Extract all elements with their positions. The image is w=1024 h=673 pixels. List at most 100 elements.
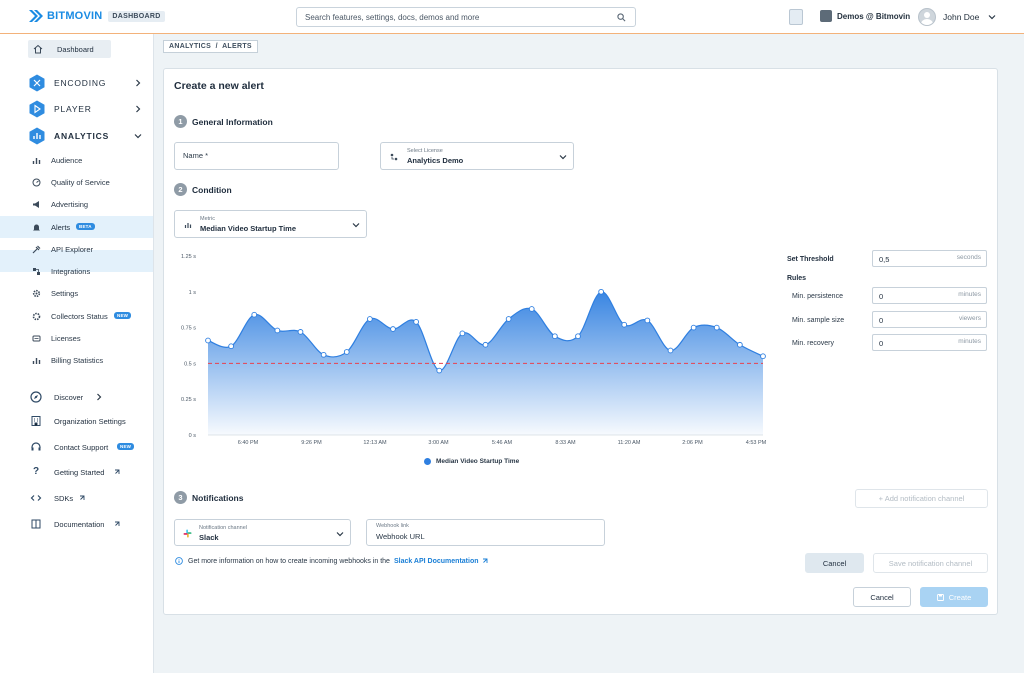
webhook-label: Webhook link (376, 523, 409, 529)
sidebar-item-dashboard[interactable] (28, 40, 111, 58)
sidebar-item-collectors-status[interactable]: Collectors Status NEW (0, 305, 153, 327)
sidebar-item-settings[interactable]: Settings (0, 282, 153, 304)
user-menu[interactable]: John Doe (918, 8, 996, 26)
threshold-field[interactable]: 0,5 seconds (872, 250, 987, 267)
sidebar-item-label: Audience (51, 155, 83, 165)
chart-legend[interactable]: Median Video Startup Time (424, 458, 519, 465)
sidebar-item-billing-statistics[interactable]: Billing Statistics (0, 349, 153, 371)
brand-name: BITMOVIN (47, 10, 103, 22)
data-point (274, 327, 281, 334)
sidebar-item-analytics[interactable]: ANALYTICS (0, 125, 153, 147)
building-icon (31, 416, 41, 426)
sidebar-item-player[interactable]: PLAYER (0, 98, 153, 120)
org-switcher[interactable]: Demos @ Bitmovin (820, 10, 910, 22)
channel-label: Notification channel (199, 525, 248, 531)
webhook-field[interactable]: Webhook link (366, 519, 605, 546)
sidebar-item-quality-of-service[interactable]: Quality of Service (0, 171, 153, 193)
sidebar-item-alerts-row[interactable]: Alerts BETA (0, 216, 153, 238)
data-point (690, 324, 697, 331)
license-icon (390, 153, 398, 161)
sidebar-item-label: Getting Started (54, 467, 105, 477)
sidebar-item-encoding[interactable]: ENCODING (0, 72, 153, 94)
sidebar-item-organization-settings[interactable]: Organization Settings (0, 410, 153, 432)
data-point (552, 333, 558, 340)
min-recovery-value: 0 (879, 339, 884, 348)
search-input[interactable] (305, 8, 605, 26)
x-tick-label: 9:26 PM (301, 440, 322, 446)
sidebar-item-documentation[interactable]: Documentation (0, 513, 153, 535)
create-button[interactable]: Create (920, 587, 988, 607)
sidebar-item-label: Alerts (51, 222, 71, 232)
metric-value: Median Video Startup Time (200, 224, 296, 233)
sidebar-item-alerts[interactable] (0, 250, 153, 272)
sidebar-item-label: Discover (54, 392, 84, 402)
cancel-channel-button[interactable]: Cancel (805, 553, 864, 573)
mobile-app-icon[interactable] (789, 9, 803, 25)
data-point (343, 349, 350, 355)
sidebar-item-label: Integrations (51, 266, 91, 276)
global-search[interactable] (296, 7, 636, 27)
bitmovin-logo-icon (29, 10, 43, 22)
sidebar-item-audience[interactable]: Audience (0, 149, 153, 171)
min-persistence-value: 0 (879, 292, 884, 301)
name-input[interactable] (183, 151, 333, 160)
y-tick-label: 0 s (189, 433, 197, 439)
step-title: Notifications (192, 492, 244, 503)
threshold-unit: seconds (956, 254, 981, 261)
save-notification-channel-button[interactable]: Save notification channel (873, 553, 988, 573)
create-label: Create (948, 592, 972, 602)
data-point (644, 317, 651, 324)
bar-chart-icon (184, 223, 192, 228)
sidebar-item-label: Billing Statistics (51, 355, 104, 365)
external-link-icon (115, 469, 120, 474)
sidebar-item-getting-started[interactable]: ? Getting Started (0, 461, 153, 483)
external-link-icon (115, 521, 120, 526)
player-icon (29, 100, 45, 118)
step-condition: 2 Condition (174, 183, 232, 196)
megaphone-icon (33, 200, 39, 208)
notification-channel-select[interactable]: Notification channel Slack (174, 519, 351, 546)
breadcrumb[interactable]: ANALYTICS / ALERTS (163, 40, 258, 53)
data-point (205, 337, 211, 344)
chevron-right-icon (136, 105, 141, 113)
x-tick-label: 4:53 PM (746, 440, 767, 446)
min-persistence-field[interactable]: 0 minutes (872, 287, 987, 304)
sidebar-item-label: Organization Settings (54, 416, 126, 426)
step-number: 3 (174, 491, 187, 504)
sidebar-item-discover[interactable]: Discover (0, 386, 153, 408)
sidebar-item-label: Advertising (51, 199, 89, 209)
slack-icon (183, 529, 192, 538)
external-link-icon (482, 558, 487, 563)
channel-value: Slack (199, 533, 219, 542)
data-point (737, 341, 743, 348)
sidebar-item-licenses[interactable]: Licenses (0, 327, 153, 349)
sidebar-item-label: Documentation (54, 519, 105, 529)
gauge-icon (32, 178, 41, 186)
save-icon (936, 593, 944, 601)
sidebar-item-label: Collectors Status (51, 311, 108, 321)
name-field[interactable] (174, 142, 339, 170)
x-tick-label: 5:46 AM (492, 440, 513, 446)
min-sample-size-field[interactable]: 0 viewers (872, 311, 987, 328)
license-select[interactable]: Select License Analytics Demo (380, 142, 574, 170)
sidebar-item-sdks[interactable]: SDKs (0, 487, 153, 509)
metric-select[interactable]: Metric Median Video Startup Time (174, 210, 367, 238)
min-recovery-field[interactable]: 0 minutes (872, 334, 987, 351)
x-tick-label: 2:06 PM (682, 440, 703, 446)
license-icon (32, 335, 41, 341)
sidebar-item-advertising[interactable]: Advertising (0, 193, 153, 215)
cancel-button[interactable]: Cancel (853, 587, 911, 607)
webhook-input[interactable] (376, 532, 596, 541)
sidebar-item-contact-support[interactable]: Contact Support NEW (0, 436, 153, 458)
question-icon: ? (32, 466, 40, 477)
y-tick-label: 1 s (189, 290, 197, 296)
search-icon[interactable] (617, 13, 626, 22)
sidebar-item-integrations[interactable]: Integrations (0, 260, 153, 282)
sidebar-item-api-explorer[interactable]: API Explorer (0, 238, 153, 260)
add-notification-channel-button[interactable]: + Add notification channel (855, 489, 988, 508)
encoding-icon (29, 74, 45, 92)
slack-api-docs-link[interactable]: Slack API Documentation (393, 557, 479, 565)
avatar (918, 8, 936, 26)
breadcrumb-text: ANALYTICS / ALERTS (169, 43, 252, 50)
brand-logo[interactable]: BITMOVIN DASHBOARD (28, 9, 165, 23)
